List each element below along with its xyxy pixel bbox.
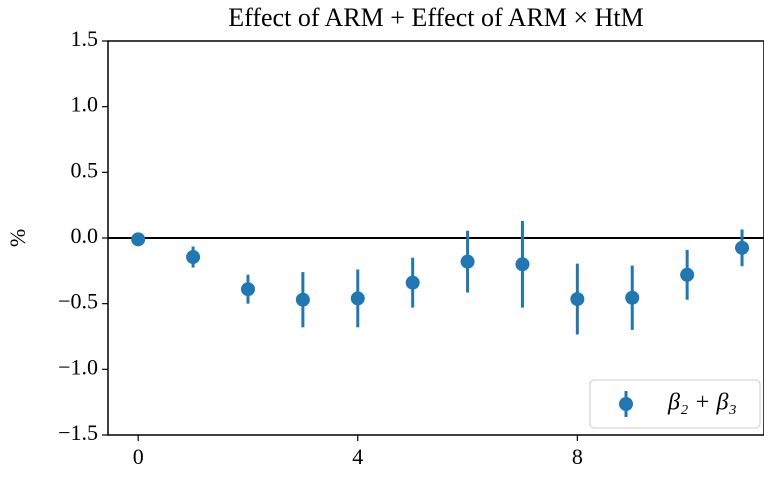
y-axis-label: % [5,229,30,247]
chart-title: Effect of ARM + Effect of ARM × HtM [228,3,643,32]
data-point [131,232,146,247]
x-tick-label: 8 [572,444,583,469]
y-tick-label: −1.5 [58,420,98,445]
y-tick-label: 1.0 [71,92,99,117]
y-tick-label: 0.0 [71,223,99,248]
legend-label: β₂ + β₃ [667,390,737,416]
y-tick-label: −0.5 [58,289,98,314]
legend-marker [619,397,633,411]
data-point [460,254,475,269]
data-point [515,257,530,272]
y-tick-label: 0.5 [71,157,99,182]
x-tick-label: 0 [133,444,144,469]
data-point [240,282,255,297]
y-tick-label: 1.5 [71,26,99,51]
data-point [186,250,201,265]
data-point [680,267,695,282]
data-point [405,275,420,290]
data-point [350,291,365,306]
y-tick-label: −1.0 [58,354,98,379]
x-tick-label: 4 [352,444,363,469]
legend-box [589,379,761,429]
data-point [295,292,310,307]
data-point [570,292,585,307]
data-point [735,240,750,255]
data-point [625,290,640,305]
